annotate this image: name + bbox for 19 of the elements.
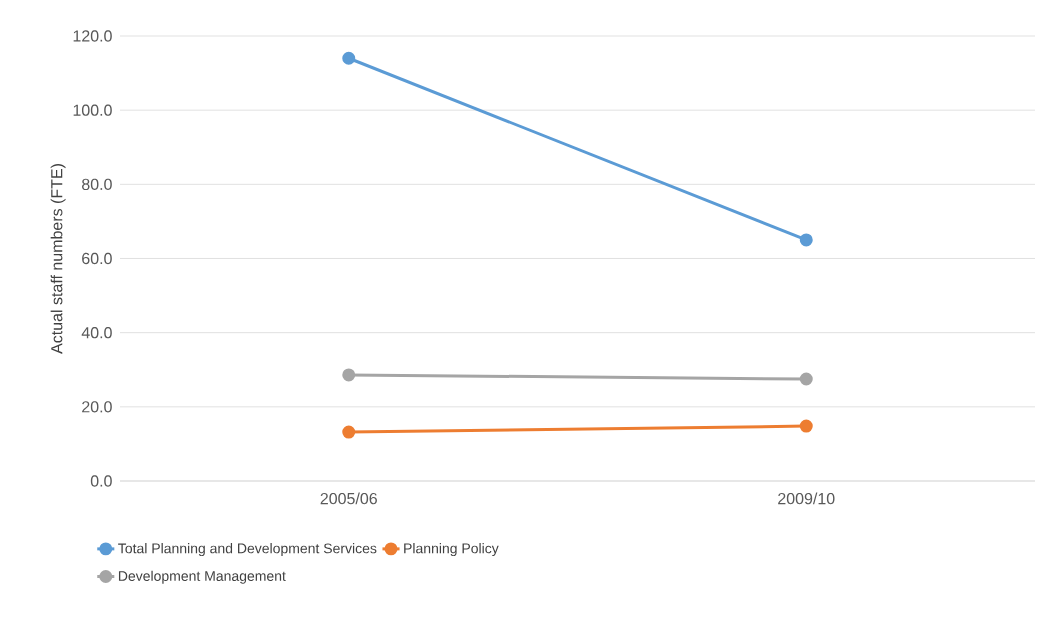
point <box>799 419 813 433</box>
y-tick-label: 80.0 <box>82 178 112 190</box>
x-tick-label: 2009/10 <box>778 492 835 505</box>
y-tick-label: 0.0 <box>90 475 112 487</box>
point <box>799 372 813 386</box>
y-tick-label: 20.0 <box>82 401 112 413</box>
y-tick-label: 120.0 <box>73 30 112 42</box>
y-axis-title: Actual staff numbers (FTE) <box>50 164 66 354</box>
x-tick-label: 2005/06 <box>320 492 377 505</box>
legend-label: Development Management <box>118 570 286 584</box>
point <box>342 51 356 65</box>
legend-label: Planning Policy <box>404 543 499 557</box>
y-tick-label: 60.0 <box>82 252 112 265</box>
point <box>342 368 356 382</box>
point <box>342 425 356 439</box>
y-tick-label: 100.0 <box>73 104 112 116</box>
legend-label: Total Planning and Development Services <box>118 543 377 557</box>
y-tick-label: 40.0 <box>81 327 112 339</box>
point <box>799 233 813 247</box>
